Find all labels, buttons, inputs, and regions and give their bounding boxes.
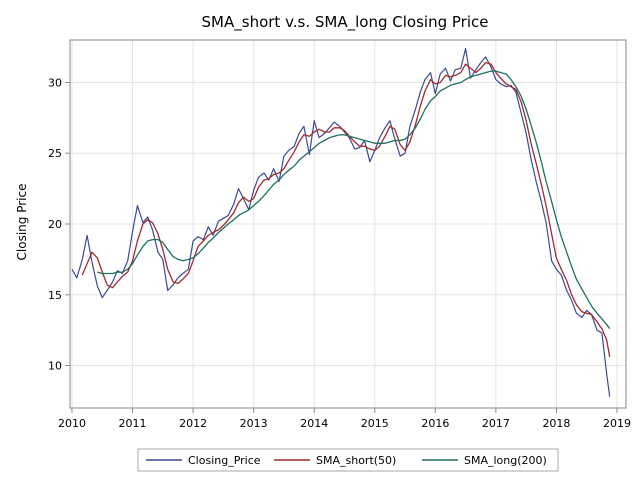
series-layer <box>71 47 611 397</box>
legend-label: Closing_Price <box>188 454 261 467</box>
x-tick-label: 2016 <box>421 417 449 430</box>
x-tick-label: 2012 <box>179 417 207 430</box>
series-line-sma-long-200 <box>97 70 611 330</box>
chart-title: SMA_short v.s. SMA_long Closing Price <box>202 13 489 32</box>
x-tick-label: 2017 <box>482 417 510 430</box>
legend-label: SMA_short(50) <box>316 454 396 467</box>
series-line-sma-short-50 <box>81 61 611 358</box>
y-tick-label: 25 <box>48 147 62 160</box>
y-tick-label: 20 <box>48 218 62 231</box>
y-tick-label: 30 <box>48 76 62 89</box>
axis-ticks: 10 15 20 25 30 2010 2011 2012 2013 2014 2015 2016 20… <box>48 76 631 430</box>
legend-box <box>137 448 559 472</box>
x-tick-label: 2018 <box>542 417 570 430</box>
x-tick-label: 2010 <box>58 417 86 430</box>
legend: Closing_Price SMA_short(50) SMA_long(200) <box>137 448 559 472</box>
x-tick-label: 2014 <box>300 417 328 430</box>
x-tick-label: 2013 <box>240 417 268 430</box>
x-tick-label: 2019 <box>603 417 631 430</box>
gridlines <box>70 40 626 408</box>
legend-label: SMA_long(200) <box>464 454 547 467</box>
y-axis-label: Closing Price <box>15 184 29 261</box>
y-tick-label: 10 <box>48 360 62 373</box>
x-tick-label: 2015 <box>361 417 389 430</box>
x-tick-label: 2011 <box>119 417 147 430</box>
y-tick-label: 15 <box>48 289 62 302</box>
